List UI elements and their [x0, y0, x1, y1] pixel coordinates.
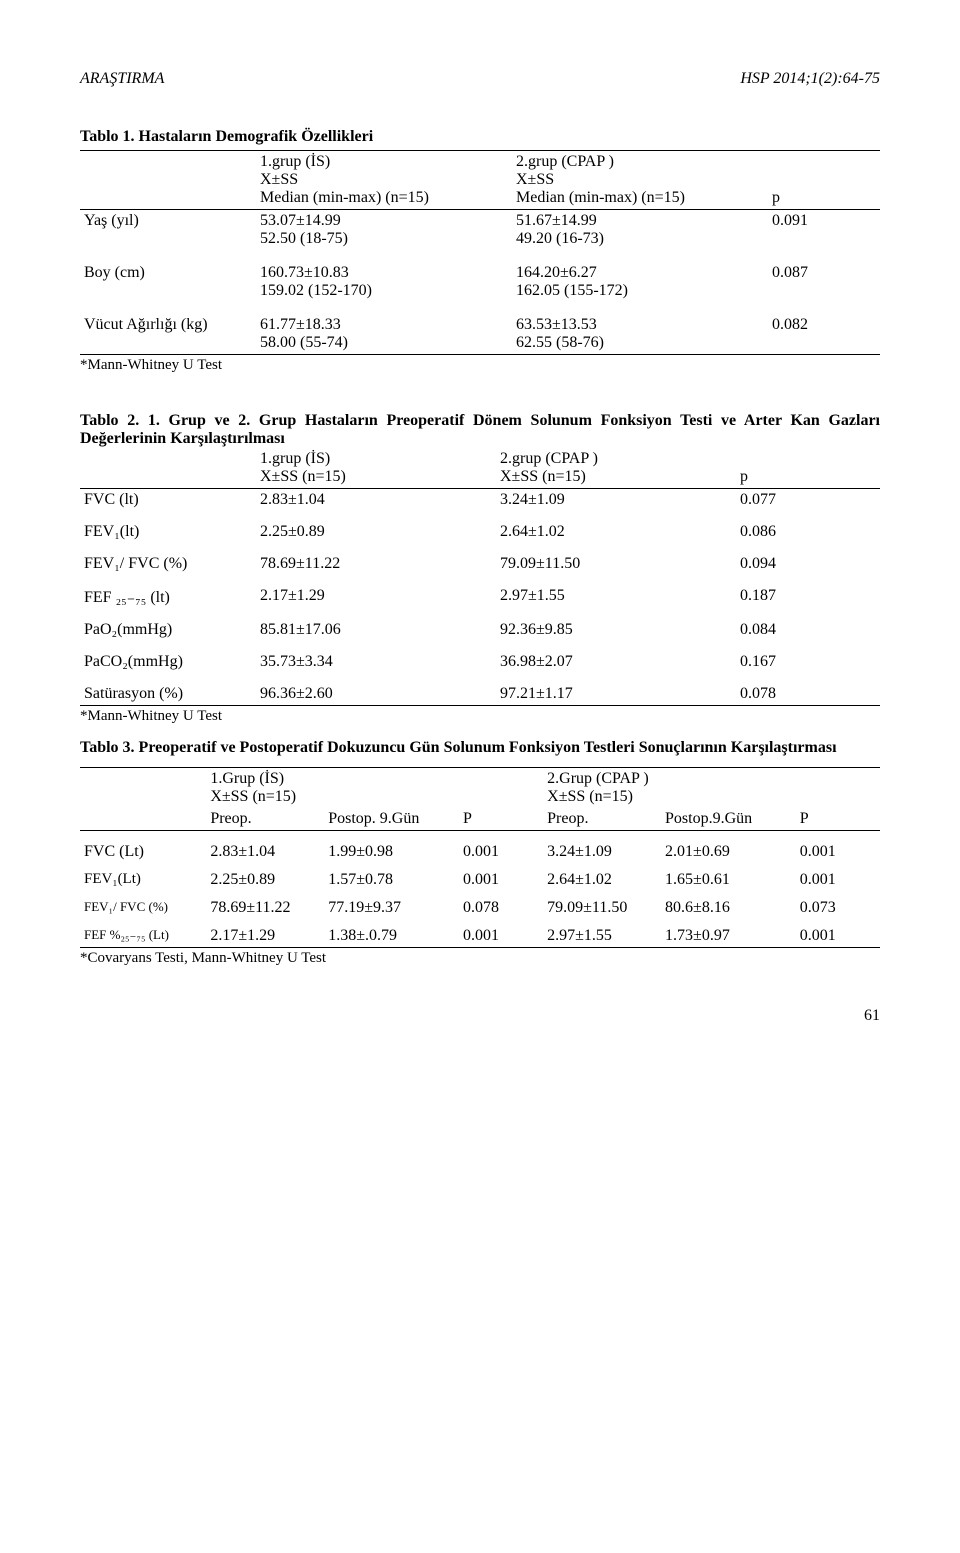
t3-r3-l: FEF %₂₅₋₇₅ (Lt) — [80, 925, 206, 948]
t1-r1-p: 0.087 — [768, 262, 880, 302]
t3-r2-a1: 78.69±11.22 — [206, 897, 324, 919]
t1-col2: 2.grup (CPAP ) X±SS Median (min-max) (n=… — [512, 151, 768, 210]
t1-r2-p: 0.082 — [768, 314, 880, 355]
t1-col1: 1.grup (İS) X±SS Median (min-max) (n=15) — [256, 151, 512, 210]
t2-r2-l: FEV₁/ FVC (%) — [80, 553, 256, 575]
page-header: ARAŞTIRMA HSP 2014;1(2):64-75 — [80, 70, 880, 88]
t2-r4-a: 85.81±17.06 — [256, 619, 496, 641]
t2-r3-b: 2.97±1.55 — [496, 585, 736, 609]
t3-sub-post2: Postop.9.Gün — [661, 808, 796, 831]
t3-r3-a2: 1.38±.0.79 — [324, 925, 459, 948]
t3-r3-a1: 2.17±1.29 — [206, 925, 324, 948]
table1-title: Tablo 1. Hastaların Demografik Özellikle… — [80, 128, 880, 146]
t1-r0-a: 53.07±14.99 52.50 (18-75) — [256, 210, 512, 251]
t1-footnote: *Mann-Whitney U Test — [80, 357, 880, 374]
t3-r1-a1: 2.25±0.89 — [206, 869, 324, 891]
t3-sub-p1: P — [459, 808, 543, 831]
t2-r4-p: 0.084 — [736, 619, 880, 641]
t3-r2-a2: 77.19±9.37 — [324, 897, 459, 919]
table3: 1.Grup (İS) X±SS (n=15) 2.Grup (CPAP ) X… — [80, 767, 880, 948]
t2-r5-b: 36.98±2.07 — [496, 651, 736, 673]
t2-r4-b: 92.36±9.85 — [496, 619, 736, 641]
t3-r0-a2: 1.99±0.98 — [324, 841, 459, 863]
table3-title: Tablo 3. Preoperatif ve Postoperatif Dok… — [80, 739, 880, 757]
t1-r1-a: 160.73±10.83 159.02 (152-170) — [256, 262, 512, 302]
t3-sub-p2: P — [796, 808, 880, 831]
t3-r3-ap: 0.001 — [459, 925, 543, 948]
t2-r1-a: 2.25±0.89 — [256, 521, 496, 543]
t3-r1-l: FEV₁(Lt) — [80, 869, 206, 891]
t1-r2-a: 61.77±18.33 58.00 (55-74) — [256, 314, 512, 355]
table2-title: Tablo 2. 1. Grup ve 2. Grup Hastaların P… — [80, 412, 880, 448]
t3-footnote: *Covaryans Testi, Mann-Whitney U Test — [80, 950, 880, 967]
t3-r2-ap: 0.078 — [459, 897, 543, 919]
t2-r6-a: 96.36±2.60 — [256, 683, 496, 706]
t2-pcol: p — [736, 448, 880, 489]
t1-r1-b: 164.20±6.27 162.05 (155-172) — [512, 262, 768, 302]
t3-r0-a1: 2.83±1.04 — [206, 841, 324, 863]
t3-r1-b1: 2.64±1.02 — [543, 869, 661, 891]
t2-r2-p: 0.094 — [736, 553, 880, 575]
t2-r3-p: 0.187 — [736, 585, 880, 609]
t3-r1-a2: 1.57±0.78 — [324, 869, 459, 891]
t2-col2: 2.grup (CPAP ) X±SS (n=15) — [496, 448, 736, 489]
t3-r0-bp: 0.001 — [796, 841, 880, 863]
t2-r2-b: 79.09±11.50 — [496, 553, 736, 575]
t3-sub-pre2: Preop. — [543, 808, 661, 831]
t3-r3-b2: 1.73±0.97 — [661, 925, 796, 948]
t2-r3-l: FEF ₂₅₋₇₅ (lt) — [80, 585, 256, 609]
t3-r2-bp: 0.073 — [796, 897, 880, 919]
t3-sub-post1: Postop. 9.Gün — [324, 808, 459, 831]
t2-r5-l: PaCO₂(mmHg) — [80, 651, 256, 673]
t3-sub-pre1: Preop. — [206, 808, 324, 831]
header-right: HSP 2014;1(2):64-75 — [740, 70, 880, 88]
t3-r1-bp: 0.001 — [796, 869, 880, 891]
t3-r2-b2: 80.6±8.16 — [661, 897, 796, 919]
t2-r1-l: FEV₁(lt) — [80, 521, 256, 543]
t2-col1: 1.grup (İS) X±SS (n=15) — [256, 448, 496, 489]
header-left: ARAŞTIRMA — [80, 70, 164, 88]
table1: 1.grup (İS) X±SS Median (min-max) (n=15)… — [80, 150, 880, 355]
t3-r2-b1: 79.09±11.50 — [543, 897, 661, 919]
t3-r3-bp: 0.001 — [796, 925, 880, 948]
t3-g2: 2.Grup (CPAP ) X±SS (n=15) — [543, 768, 880, 809]
t1-r0-label: Yaş (yıl) — [80, 210, 256, 251]
t2-r4-l: PaO₂(mmHg) — [80, 619, 256, 641]
t2-r6-l: Satürasyon (%) — [80, 683, 256, 706]
t2-footnote: *Mann-Whitney U Test — [80, 708, 880, 725]
t1-r1-label: Boy (cm) — [80, 262, 256, 302]
t1-r0-b: 51.67±14.99 49.20 (16-73) — [512, 210, 768, 251]
t2-r1-p: 0.086 — [736, 521, 880, 543]
t1-r2-label: Vücut Ağırlığı (kg) — [80, 314, 256, 355]
t2-r6-b: 97.21±1.17 — [496, 683, 736, 706]
t3-r0-b1: 3.24±1.09 — [543, 841, 661, 863]
t3-r1-b2: 1.65±0.61 — [661, 869, 796, 891]
t1-r0-p: 0.091 — [768, 210, 880, 251]
t2-r6-p: 0.078 — [736, 683, 880, 706]
t3-r0-ap: 0.001 — [459, 841, 543, 863]
t3-g1: 1.Grup (İS) X±SS (n=15) — [206, 768, 543, 809]
table2: 1.grup (İS) X±SS (n=15) 2.grup (CPAP ) X… — [80, 448, 880, 706]
t2-r1-b: 2.64±1.02 — [496, 521, 736, 543]
t2-r0-a: 2.83±1.04 — [256, 489, 496, 512]
t2-r0-b: 3.24±1.09 — [496, 489, 736, 512]
t3-r0-b2: 2.01±0.69 — [661, 841, 796, 863]
t2-r5-a: 35.73±3.34 — [256, 651, 496, 673]
t2-r5-p: 0.167 — [736, 651, 880, 673]
t1-pcol: p — [768, 151, 880, 210]
t3-r0-l: FVC (Lt) — [80, 841, 206, 863]
t2-r0-l: FVC (lt) — [80, 489, 256, 512]
t2-r0-p: 0.077 — [736, 489, 880, 512]
t3-r1-ap: 0.001 — [459, 869, 543, 891]
t2-r2-a: 78.69±11.22 — [256, 553, 496, 575]
t2-r3-a: 2.17±1.29 — [256, 585, 496, 609]
t1-r2-b: 63.53±13.53 62.55 (58-76) — [512, 314, 768, 355]
t3-r3-b1: 2.97±1.55 — [543, 925, 661, 948]
page-number: 61 — [80, 1007, 880, 1025]
t3-r2-l: FEV₁/ FVC (%) — [80, 897, 206, 919]
